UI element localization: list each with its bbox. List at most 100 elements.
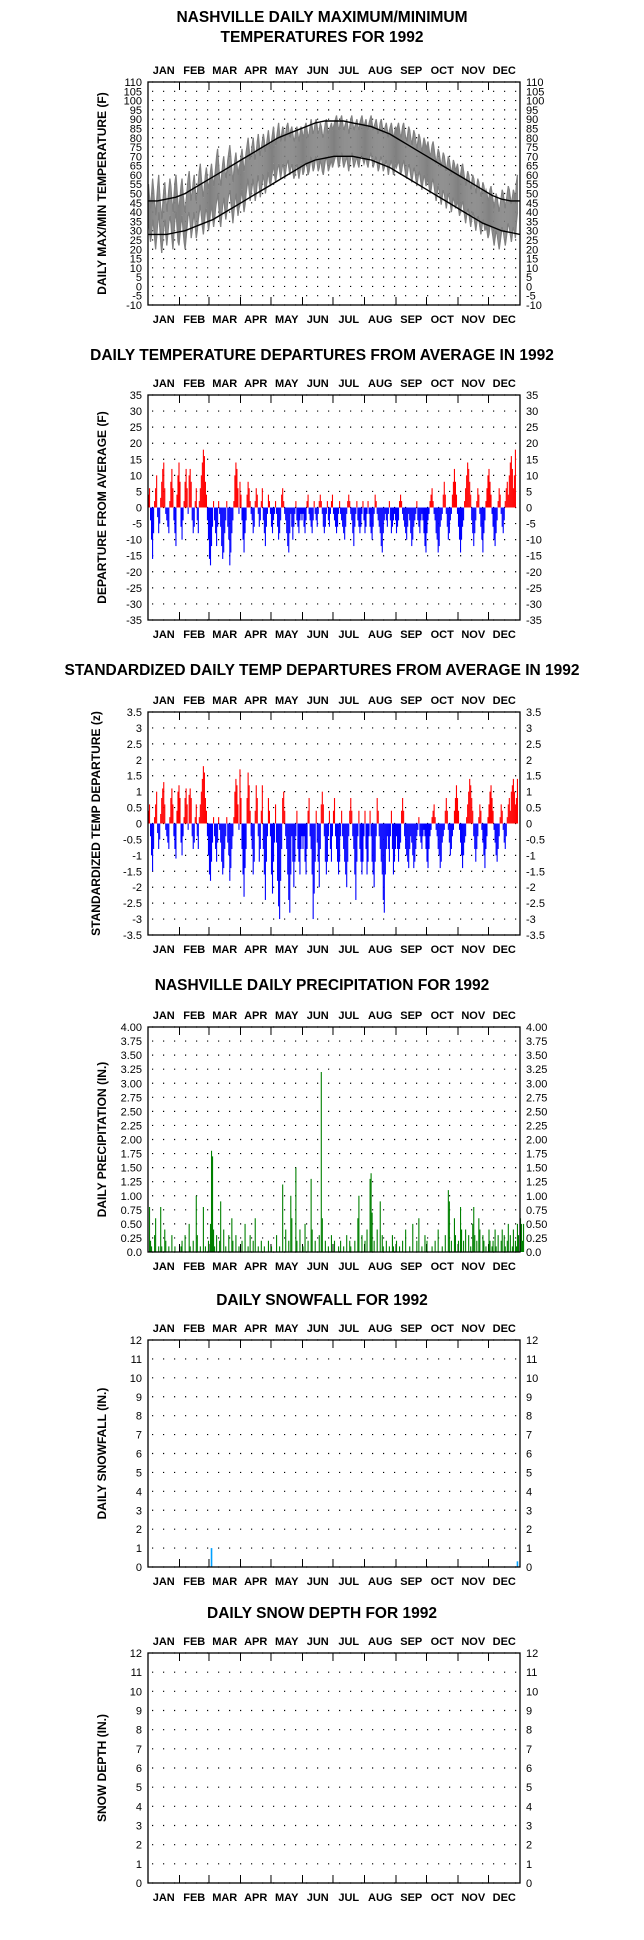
month-label-bottom: AUG: [368, 1892, 392, 1904]
y-tick-label: 3.25: [121, 1064, 142, 1076]
month-label-top: OCT: [431, 65, 455, 77]
month-label-top: AUG: [368, 378, 392, 390]
month-label-top: DEC: [493, 1636, 516, 1648]
month-label-top: MAY: [275, 1323, 299, 1335]
month-label-bottom: NOV: [461, 1261, 486, 1273]
month-label-bottom: JUL: [338, 1892, 359, 1904]
month-label-top: MAY: [275, 695, 299, 707]
month-label-top: DEC: [493, 378, 516, 390]
month-label-top: AUG: [368, 1323, 392, 1335]
month-label-bottom: JUN: [307, 1261, 329, 1273]
y-tick-label: 95: [526, 105, 538, 117]
month-label-bottom: DEC: [493, 1576, 516, 1588]
month-label-bottom: OCT: [431, 1892, 455, 1904]
y-tick-label: 0: [526, 281, 532, 293]
month-label-top: MAY: [275, 65, 299, 77]
month-label-bottom: SEP: [400, 1892, 422, 1904]
month-label-top: NOV: [461, 1636, 486, 1648]
y-tick-label: 5: [526, 486, 532, 498]
y-axis-title: SNOW DEPTH (IN.): [95, 1714, 109, 1822]
month-label-bottom: JAN: [153, 1576, 175, 1588]
chart-snowdepth: DAILY SNOW DEPTH FOR 1992 JAN JAN FEB FEB MAR…: [95, 1605, 538, 1904]
y-tick-label: 8: [526, 1725, 532, 1737]
y-tick-label: 10: [526, 470, 538, 482]
month-label-bottom: AUG: [368, 944, 392, 956]
y-tick-label: 30: [130, 226, 142, 238]
y-tick-label: 3.00: [526, 1078, 547, 1090]
month-label-bottom: MAR: [212, 629, 237, 641]
month-label-top: NOV: [461, 65, 486, 77]
y-axis-title: STANDARDIZED TEMP DEPARTURE (z): [89, 711, 103, 936]
month-label-top: APR: [244, 378, 267, 390]
y-tick-label: -20: [526, 567, 542, 579]
month-label-top: DEC: [493, 65, 516, 77]
month-label-bottom: OCT: [431, 314, 455, 326]
chart-precip: NASHVILLE DAILY PRECIPITATION FOR 1992 JA…: [95, 977, 547, 1273]
month-label-bottom: MAR: [212, 314, 237, 326]
y-tick-label: 2.75: [121, 1092, 142, 1104]
y-tick-label: 0.0: [526, 1247, 541, 1259]
y-tick-label: 6: [526, 1763, 532, 1775]
month-label-top: AUG: [368, 1010, 392, 1022]
y-tick-label: 10: [130, 263, 142, 275]
y-tick-label: 55: [526, 179, 538, 191]
chart-title: STANDARDIZED DAILY TEMP DEPARTURES FROM …: [64, 662, 579, 679]
month-label-bottom: MAR: [212, 1892, 237, 1904]
month-label-top: SEP: [400, 1323, 422, 1335]
y-tick-label: 0.50: [121, 1219, 142, 1231]
y-tick-label: 35: [526, 216, 538, 228]
month-label-bottom: DEC: [493, 1261, 516, 1273]
y-tick-label: 0.0: [127, 1247, 142, 1259]
y-tick-label: -5: [526, 519, 536, 531]
month-label-bottom: DEC: [493, 1892, 516, 1904]
y-tick-label: 7: [136, 1744, 142, 1756]
y-tick-label: 4: [136, 1801, 142, 1813]
y-tick-label: 3.50: [121, 1050, 142, 1062]
y-tick-label: 11: [526, 1354, 537, 1366]
y-tick-label: 0: [136, 1562, 142, 1574]
chart-title: NASHVILLE DAILY PRECIPITATION FOR 1992: [155, 977, 489, 994]
month-label-bottom: OCT: [431, 1261, 455, 1273]
y-tick-label: 85: [526, 123, 538, 135]
month-label-top: JAN: [153, 378, 175, 390]
y-tick-label: 2: [136, 1524, 142, 1536]
y-tick-label: 75: [130, 142, 142, 154]
y-tick-label: 8: [136, 1411, 142, 1423]
month-label-bottom: SEP: [400, 1261, 422, 1273]
y-tick-label: 3.5: [127, 707, 142, 719]
month-label-top: JAN: [153, 695, 175, 707]
month-label-top: FEB: [183, 1636, 205, 1648]
y-tick-label: 1: [526, 1543, 532, 1555]
y-tick-label: 1: [136, 1859, 142, 1871]
month-label-bottom: MAY: [275, 1576, 299, 1588]
y-tick-label: 3.50: [526, 1050, 547, 1062]
y-tick-label: -0.5: [526, 834, 545, 846]
chart-standardized: STANDARDIZED DAILY TEMP DEPARTURES FROM …: [64, 662, 579, 956]
y-tick-label: 3: [136, 1821, 142, 1833]
y-tick-label: 3.5: [526, 707, 541, 719]
y-tick-label: 2.75: [526, 1092, 547, 1104]
month-label-bottom: JAN: [153, 1261, 175, 1273]
chart-title: DAILY SNOWFALL FOR 1992: [216, 1292, 428, 1309]
y-tick-label: -30: [526, 599, 542, 611]
chart-maxmin: NASHVILLE DAILY MAXIMUM/MINIMUM TEMPERATU…: [95, 9, 544, 326]
y-tick-label: 25: [130, 422, 142, 434]
chart-title: TEMPERATURES FOR 1992: [221, 29, 424, 46]
y-tick-label: 2.25: [121, 1120, 142, 1132]
y-tick-label: -35: [526, 615, 542, 627]
month-label-top: FEB: [183, 65, 205, 77]
y-tick-label: -1.5: [526, 866, 545, 878]
y-tick-label: 3: [136, 1505, 142, 1517]
month-label-top: APR: [244, 1010, 267, 1022]
month-label-bottom: JUN: [307, 944, 329, 956]
y-tick-label: 2: [136, 755, 142, 767]
month-label-bottom: DEC: [493, 629, 516, 641]
month-label-bottom: FEB: [183, 1261, 205, 1273]
y-tick-label: 105: [124, 86, 142, 98]
y-tick-label: 0: [136, 1878, 142, 1890]
plot-frame: [147, 1339, 521, 1568]
y-tick-label: 2: [136, 1840, 142, 1852]
y-tick-label: 30: [130, 406, 142, 418]
y-tick-label: 15: [526, 254, 538, 266]
y-tick-label: 0.5: [127, 803, 142, 815]
